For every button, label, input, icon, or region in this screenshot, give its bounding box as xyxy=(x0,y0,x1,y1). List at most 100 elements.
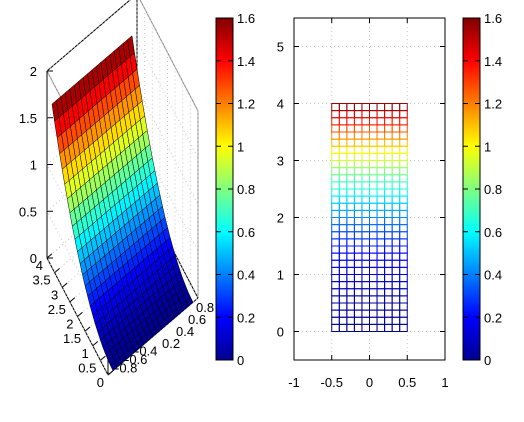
mesh-cell xyxy=(384,209,393,218)
surface-y-tick-label: 0 xyxy=(97,375,104,390)
mesh-cell xyxy=(353,138,363,147)
mesh-cell xyxy=(331,202,340,211)
mesh-cell xyxy=(361,131,371,140)
mesh-cell xyxy=(369,124,378,133)
mesh-cell xyxy=(361,117,371,126)
mesh-cell xyxy=(376,316,386,325)
surface-y-tick-label: 4 xyxy=(36,258,43,273)
mesh-cell xyxy=(369,309,378,318)
mesh-cell xyxy=(376,202,386,211)
mesh-cell xyxy=(391,245,401,254)
mesh-cell xyxy=(376,274,386,283)
mesh-cell xyxy=(361,245,371,254)
mesh-cell xyxy=(376,238,386,247)
surface-y-tick-label: 3.5 xyxy=(33,273,51,288)
mesh-cell xyxy=(399,295,408,304)
mesh-cell xyxy=(384,288,393,297)
mesh-cell xyxy=(346,110,355,119)
mesh-cell xyxy=(338,274,348,283)
mesh-cell xyxy=(376,167,386,176)
surface-colorbar-tick-label: 0.6 xyxy=(237,225,255,240)
mesh-cell xyxy=(369,167,378,176)
mesh-cell xyxy=(376,103,386,112)
surface-z-tick-label: 0.5 xyxy=(19,204,37,219)
surface-y-tick-label: 0.5 xyxy=(78,360,96,375)
mesh-plot: -1 -0.5 0 0.5 1 0 1 2 3 4 5 xyxy=(277,17,449,390)
surface-y-tick xyxy=(84,326,91,332)
mesh-cell xyxy=(353,309,363,318)
mesh-cell xyxy=(361,238,371,247)
mesh-cell xyxy=(331,195,340,204)
mesh-cell xyxy=(369,209,378,218)
mesh-cell xyxy=(384,302,393,311)
mesh-cell xyxy=(346,138,355,147)
mesh-cell xyxy=(399,217,408,226)
mesh-cell xyxy=(384,274,393,283)
mesh-cell xyxy=(391,323,401,332)
mesh-cell xyxy=(384,174,393,183)
mesh-x-tick-label: 0.5 xyxy=(398,375,416,390)
mesh-cell xyxy=(338,252,348,261)
mesh-cell xyxy=(331,224,340,233)
mesh-cell xyxy=(346,160,355,169)
mesh-cell xyxy=(384,266,393,275)
mesh-cell xyxy=(361,316,371,325)
mesh-cell xyxy=(331,295,340,304)
mesh-cell xyxy=(346,259,355,268)
mesh-cell xyxy=(391,274,401,283)
mesh-cell xyxy=(384,138,393,147)
mesh-cell xyxy=(376,288,386,297)
mesh-y-tick-label: 4 xyxy=(277,97,284,112)
surface-mesh xyxy=(51,35,194,372)
mesh-cell xyxy=(376,174,386,183)
mesh-cell xyxy=(384,110,393,119)
mesh-cell xyxy=(346,231,355,240)
mesh-cell xyxy=(391,103,401,112)
mesh-cell xyxy=(376,231,386,240)
mesh-colorbar-tick-label: 0.6 xyxy=(484,225,502,240)
mesh-cell xyxy=(338,160,348,169)
mesh-cell xyxy=(353,302,363,311)
mesh-cell xyxy=(391,160,401,169)
mesh-cell xyxy=(369,160,378,169)
mesh-cell xyxy=(376,302,386,311)
mesh-cell xyxy=(384,316,393,325)
mesh-cell xyxy=(369,274,378,283)
mesh-cell xyxy=(361,110,371,119)
mesh-cell xyxy=(384,103,393,112)
mesh-cell xyxy=(361,152,371,161)
mesh-cell xyxy=(399,274,408,283)
mesh-cell xyxy=(338,209,348,218)
surface-colorbar-tick-label: 1.4 xyxy=(237,54,255,69)
surface-colorbar-tick-label: 1.2 xyxy=(237,97,255,112)
mesh-cell xyxy=(369,174,378,183)
mesh-cell xyxy=(391,152,401,161)
mesh-cell xyxy=(399,124,408,133)
surface-x-tick-label: -0.6 xyxy=(125,352,147,367)
mesh-cell xyxy=(376,152,386,161)
mesh-y-tick-label: 3 xyxy=(277,154,284,169)
mesh-cell xyxy=(384,245,393,254)
mesh-cell xyxy=(338,152,348,161)
mesh-cell xyxy=(361,231,371,240)
mesh-cell xyxy=(338,202,348,211)
mesh-cell xyxy=(399,266,408,275)
surface-colorbar-tick-label: 1.6 xyxy=(237,11,255,26)
mesh-cell xyxy=(391,224,401,233)
mesh-cell xyxy=(391,281,401,290)
mesh-cell xyxy=(376,188,386,197)
mesh-cell xyxy=(338,174,348,183)
mesh-cell xyxy=(338,245,348,254)
mesh-cell xyxy=(376,309,386,318)
mesh-colorbar-tick-label: 1.4 xyxy=(484,54,502,69)
mesh-cell xyxy=(353,231,363,240)
mesh-cell xyxy=(346,252,355,261)
mesh-cell xyxy=(331,209,340,218)
mesh-cell xyxy=(361,266,371,275)
mesh-cell xyxy=(338,103,348,112)
surface-y-tick-label: 2 xyxy=(66,317,73,332)
mesh-cell xyxy=(361,174,371,183)
mesh-cell xyxy=(346,209,355,218)
mesh-cell xyxy=(391,181,401,190)
mesh-cell xyxy=(353,195,363,204)
